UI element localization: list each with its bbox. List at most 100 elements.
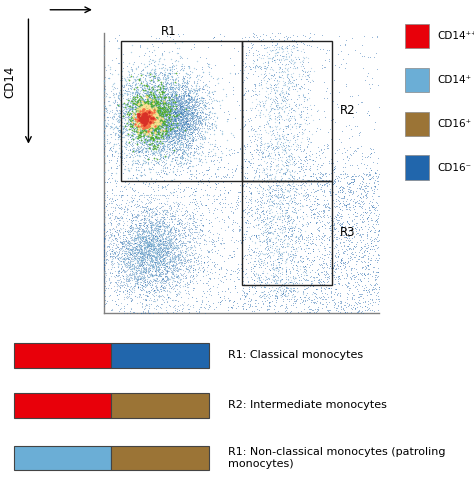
Point bbox=[147, 100, 155, 107]
Point bbox=[130, 272, 137, 280]
Point bbox=[180, 143, 187, 151]
Point bbox=[100, 268, 108, 276]
Point bbox=[375, 297, 383, 305]
Point bbox=[138, 248, 146, 256]
Point bbox=[129, 137, 137, 144]
Point bbox=[289, 229, 297, 237]
Point bbox=[146, 193, 153, 201]
Point bbox=[283, 168, 290, 176]
Point bbox=[186, 109, 194, 117]
Point bbox=[281, 104, 289, 112]
Point bbox=[162, 257, 169, 265]
Point bbox=[168, 102, 176, 109]
Point bbox=[155, 238, 163, 246]
Point bbox=[281, 224, 288, 232]
Point bbox=[132, 268, 139, 276]
Point bbox=[106, 178, 114, 186]
Point bbox=[183, 77, 191, 85]
Point bbox=[178, 110, 186, 118]
Point bbox=[147, 272, 155, 279]
Point bbox=[105, 274, 113, 282]
Point bbox=[255, 263, 263, 271]
Point bbox=[143, 122, 151, 129]
Point bbox=[254, 244, 261, 252]
Point bbox=[304, 104, 311, 112]
Point bbox=[192, 118, 200, 126]
Point bbox=[325, 57, 332, 65]
Point bbox=[135, 111, 143, 119]
Point bbox=[299, 91, 306, 99]
Point bbox=[171, 139, 178, 146]
Point bbox=[288, 173, 296, 180]
Point bbox=[162, 113, 169, 121]
Point bbox=[142, 234, 150, 242]
Point bbox=[155, 104, 163, 112]
Point bbox=[145, 117, 152, 125]
Point bbox=[272, 58, 279, 66]
Point bbox=[150, 121, 157, 129]
Point bbox=[299, 290, 307, 297]
Point bbox=[251, 284, 259, 292]
Point bbox=[137, 281, 145, 289]
Point bbox=[171, 227, 178, 235]
Point bbox=[118, 249, 126, 257]
Point bbox=[176, 107, 184, 115]
Point bbox=[268, 127, 276, 135]
Point bbox=[300, 300, 308, 308]
Point bbox=[100, 221, 108, 228]
Point bbox=[139, 101, 147, 108]
Point bbox=[138, 110, 146, 118]
Point bbox=[154, 222, 161, 230]
Point bbox=[112, 242, 120, 249]
Point bbox=[126, 97, 133, 105]
Point bbox=[244, 157, 252, 165]
Point bbox=[141, 243, 148, 251]
Point bbox=[133, 141, 141, 149]
Point bbox=[136, 120, 143, 127]
Point bbox=[143, 237, 151, 245]
Point bbox=[161, 111, 168, 119]
Point bbox=[137, 130, 145, 138]
Point bbox=[366, 150, 374, 158]
Point bbox=[175, 282, 182, 290]
Point bbox=[298, 233, 306, 241]
Point bbox=[149, 78, 157, 86]
Point bbox=[176, 96, 183, 104]
Point bbox=[169, 191, 177, 199]
Point bbox=[154, 111, 161, 119]
Point bbox=[156, 278, 164, 285]
Point bbox=[130, 256, 138, 264]
Point bbox=[133, 251, 141, 259]
Point bbox=[176, 129, 184, 137]
Point bbox=[198, 158, 206, 166]
Point bbox=[288, 295, 295, 302]
Point bbox=[163, 110, 171, 118]
Point bbox=[345, 205, 353, 213]
Point bbox=[154, 130, 162, 138]
Point bbox=[158, 206, 165, 214]
Point bbox=[148, 84, 156, 91]
Point bbox=[301, 296, 308, 304]
Point bbox=[293, 95, 301, 103]
Point bbox=[150, 142, 157, 150]
Point bbox=[145, 289, 153, 297]
Point bbox=[177, 126, 185, 134]
Point bbox=[251, 238, 258, 245]
Point bbox=[145, 109, 153, 117]
Point bbox=[147, 59, 155, 67]
Point bbox=[146, 122, 154, 130]
Point bbox=[205, 234, 213, 242]
Point bbox=[179, 125, 186, 133]
Point bbox=[161, 104, 168, 112]
Point bbox=[166, 123, 174, 131]
Point bbox=[118, 187, 126, 194]
Point bbox=[273, 102, 280, 109]
Point bbox=[139, 275, 146, 283]
Point bbox=[138, 198, 146, 206]
Point bbox=[310, 306, 317, 314]
Point bbox=[180, 187, 187, 195]
Point bbox=[315, 151, 323, 159]
Point bbox=[141, 251, 149, 259]
Point bbox=[246, 250, 253, 258]
Point bbox=[167, 84, 174, 91]
